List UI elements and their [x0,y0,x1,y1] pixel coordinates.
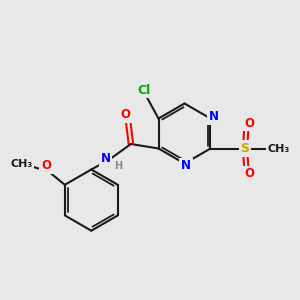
Text: CH₃: CH₃ [268,143,290,154]
Text: N: N [101,152,111,165]
Text: O: O [244,117,254,130]
Text: S: S [241,142,250,155]
Text: N: N [181,159,191,172]
Text: O: O [120,108,130,122]
Text: O: O [41,159,51,172]
Text: CH₃: CH₃ [10,158,32,169]
Text: O: O [244,167,254,180]
Text: N: N [209,110,219,124]
Text: H: H [114,161,122,171]
Text: Cl: Cl [138,84,151,97]
